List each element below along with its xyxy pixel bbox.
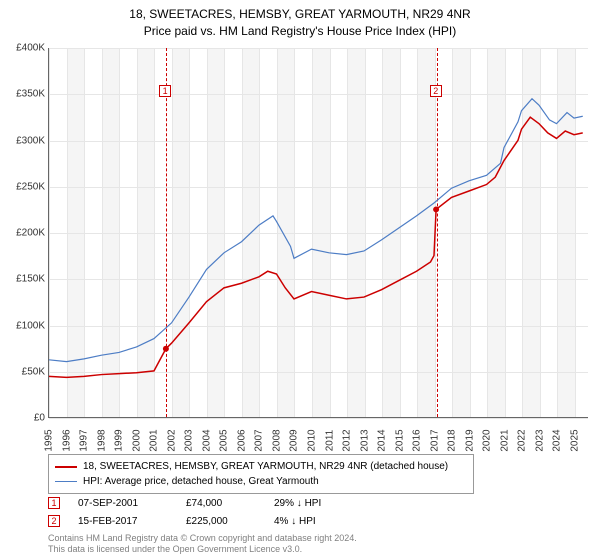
x-axis-label: 2018 [447, 429, 458, 451]
x-axis-label: 2001 [149, 429, 160, 451]
transaction-price: £74,000 [186, 498, 256, 509]
footer: Contains HM Land Registry data © Crown c… [48, 533, 357, 556]
x-axis-label: 2015 [394, 429, 405, 451]
x-axis-label: 1995 [44, 429, 55, 451]
x-axis-label: 1998 [96, 429, 107, 451]
x-axis-label: 2014 [377, 429, 388, 451]
x-axis-label: 2025 [569, 429, 580, 451]
chart-marker: 2 [430, 85, 442, 97]
legend-row: HPI: Average price, detached house, Grea… [55, 474, 467, 489]
legend-swatch [55, 481, 77, 483]
legend-label: HPI: Average price, detached house, Grea… [83, 474, 319, 489]
table-row: 2 15-FEB-2017 £225,000 4% ↓ HPI [48, 512, 588, 530]
chart-marker: 1 [159, 85, 171, 97]
x-axis-label: 2019 [464, 429, 475, 451]
y-axis-label: £300K [16, 135, 45, 146]
title-address: 18, SWEETACRES, HEMSBY, GREAT YARMOUTH, … [0, 6, 600, 23]
x-axis-label: 1997 [79, 429, 90, 451]
title-block: 18, SWEETACRES, HEMSBY, GREAT YARMOUTH, … [0, 0, 600, 40]
x-axis-label: 2012 [342, 429, 353, 451]
y-axis-label: £350K [16, 89, 45, 100]
y-axis-label: £0 [34, 413, 45, 424]
x-axis-label: 2021 [499, 429, 510, 451]
transaction-marker: 2 [48, 515, 60, 527]
x-axis-label: 2000 [131, 429, 142, 451]
x-axis-label: 2003 [184, 429, 195, 451]
x-axis-label: 2022 [517, 429, 528, 451]
y-axis-label: £250K [16, 181, 45, 192]
title-subtitle: Price paid vs. HM Land Registry's House … [0, 23, 600, 40]
x-axis-label: 2016 [412, 429, 423, 451]
chart-container: 18, SWEETACRES, HEMSBY, GREAT YARMOUTH, … [0, 0, 600, 560]
legend-swatch [55, 466, 77, 468]
x-axis-label: 2024 [552, 429, 563, 451]
x-axis-label: 2007 [254, 429, 265, 451]
x-axis-label: 1999 [114, 429, 125, 451]
x-axis-label: 2013 [359, 429, 370, 451]
transactions-table: 1 07-SEP-2001 £74,000 29% ↓ HPI 2 15-FEB… [48, 494, 588, 530]
x-axis-label: 2008 [271, 429, 282, 451]
y-axis-label: £150K [16, 274, 45, 285]
transaction-pct: 4% ↓ HPI [274, 516, 316, 527]
y-axis-label: £200K [16, 228, 45, 239]
chart-lines-svg [49, 48, 588, 417]
chart-plot-area: £0£50K£100K£150K£200K£250K£300K£350K£400… [48, 48, 588, 418]
x-axis-label: 2010 [306, 429, 317, 451]
x-axis-label: 2020 [482, 429, 493, 451]
y-axis-label: £50K [22, 366, 45, 377]
transaction-pct: 29% ↓ HPI [274, 498, 321, 509]
x-axis-label: 2004 [201, 429, 212, 451]
transaction-price: £225,000 [186, 516, 256, 527]
footer-line: This data is licensed under the Open Gov… [48, 544, 357, 556]
y-axis-label: £100K [16, 320, 45, 331]
legend-row: 18, SWEETACRES, HEMSBY, GREAT YARMOUTH, … [55, 459, 467, 474]
transaction-date: 15-FEB-2017 [78, 516, 168, 527]
x-axis-label: 2005 [219, 429, 230, 451]
transaction-date: 07-SEP-2001 [78, 498, 168, 509]
y-axis-label: £400K [16, 43, 45, 54]
x-axis-label: 2009 [289, 429, 300, 451]
x-axis-label: 2011 [324, 430, 335, 452]
legend: 18, SWEETACRES, HEMSBY, GREAT YARMOUTH, … [48, 454, 474, 494]
x-axis-label: 1996 [61, 429, 72, 451]
table-row: 1 07-SEP-2001 £74,000 29% ↓ HPI [48, 494, 588, 512]
x-axis-label: 2002 [166, 429, 177, 451]
x-axis-label: 2023 [534, 429, 545, 451]
transaction-marker: 1 [48, 497, 60, 509]
x-axis-label: 2006 [236, 429, 247, 451]
footer-line: Contains HM Land Registry data © Crown c… [48, 533, 357, 545]
legend-label: 18, SWEETACRES, HEMSBY, GREAT YARMOUTH, … [83, 459, 448, 474]
x-axis-label: 2017 [429, 429, 440, 451]
